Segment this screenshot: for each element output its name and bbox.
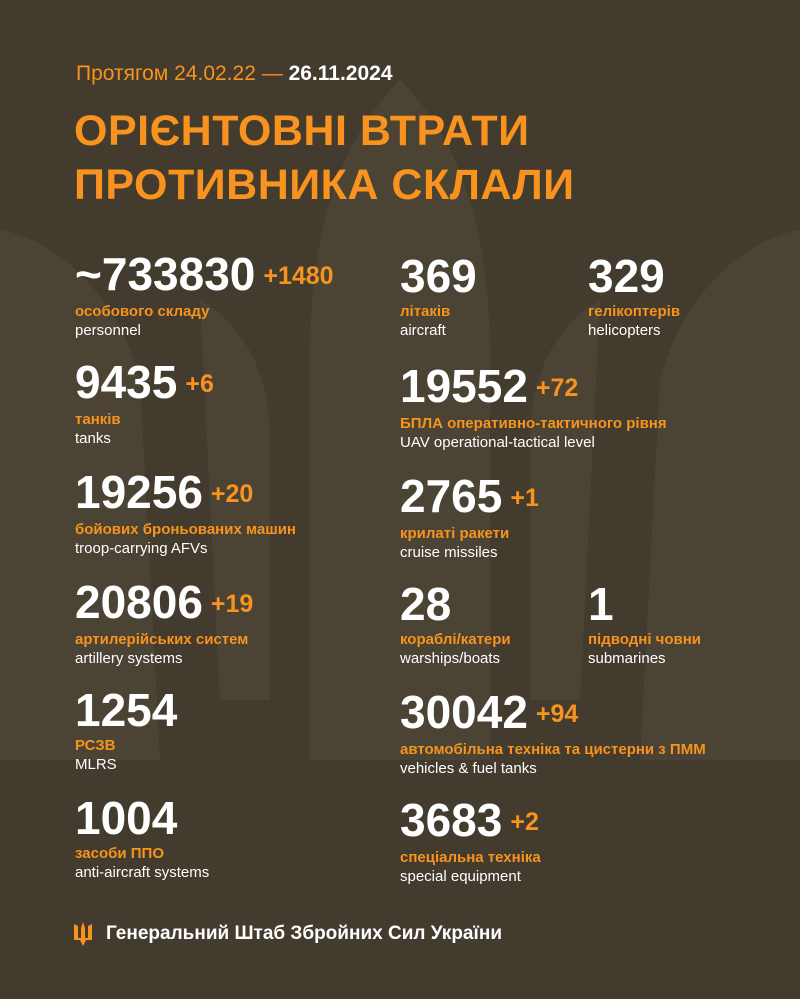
stat-value: 329 (588, 250, 665, 302)
stat-label-ua: БПЛА оперативно-тактичного рівня (400, 415, 667, 432)
stat-label-ua: автомобільна техніка та цистерни з ПММ (400, 741, 706, 758)
stat-label-en: personnel (75, 322, 141, 339)
stat-artillery-systems: 20806 +19 артилерійських систем artillery s… (75, 578, 253, 668)
stat-value: 9435 +6 (75, 356, 214, 408)
stat-label-en: artillery systems (75, 650, 183, 667)
period-date: 26.11.2024 (288, 62, 393, 85)
stat-value: 1004 (75, 792, 178, 844)
stat-label-en: troop-carrying AFVs (75, 540, 208, 557)
stat-delta: +20 (210, 480, 254, 508)
stat-personnel: ~733830 +1480 особового складу personnel (75, 250, 334, 340)
stat-label-ua: гелікоптерів (588, 303, 681, 320)
stat-label-ua: танків (75, 411, 121, 428)
stat-label-en: special equipment (400, 868, 521, 885)
stat-label-en: cruise missiles (400, 544, 498, 561)
stat-submarines: 1 підводні човни submarines (588, 580, 701, 668)
stat-delta: +1 (510, 484, 539, 512)
stat-label-ua: спеціальна техніка (400, 849, 541, 866)
stat-anti-aircraft-systems: 1004 засоби ППО anti-aircraft systems (75, 794, 209, 882)
stat-label-en: vehicles & fuel tanks (400, 760, 537, 777)
stat-delta: +2 (510, 808, 539, 836)
footer-text: Генеральний Штаб Збройних Сил України (106, 923, 502, 944)
stat-label-en: MLRS (75, 756, 117, 773)
stat-label-en: anti-aircraft systems (75, 864, 210, 881)
stat-label-ua: підводні човни (588, 631, 702, 648)
stat-value: 2765 +1 (400, 470, 539, 522)
stat-delta: +6 (185, 370, 214, 398)
stat-label-ua: літаків (400, 303, 451, 320)
stat-label-ua: особового складу (75, 303, 210, 320)
stat-label-ua: засоби ППО (75, 845, 164, 862)
page-title: ОРІЄНТОВНІ ВТРАТИ ПРОТИВНИКА СКЛАЛИ (74, 107, 575, 209)
stat-helicopters: 329 гелікоптерів helicopters (588, 252, 680, 340)
stat-value: 30042 +94 (400, 686, 579, 738)
trident-icon (74, 922, 92, 946)
stat-label-en: helicopters (588, 322, 661, 339)
stat-label-ua: артилерійських систем (75, 631, 249, 648)
stat-label-ua: бойових броньованих машин (75, 521, 296, 538)
stat-tanks: 9435 +6 танків tanks (75, 358, 214, 448)
stat-label-en: warships/boats (400, 650, 501, 667)
stat-troop-carrying-afvs: 19256 +20 бойових броньованих машин troop-c… (75, 468, 296, 558)
stat-label-en: aircraft (400, 322, 446, 339)
stat-value: 28 (400, 578, 452, 630)
stat-delta: +19 (210, 590, 254, 618)
footer: Генеральний Штаб Збройних Сил України (74, 922, 502, 946)
stat-mlrs: 1254 РСЗВ MLRS (75, 686, 177, 774)
stat-value: 20806 +19 (75, 576, 254, 628)
stat-label-ua: кораблі/катери (400, 631, 511, 648)
stat-vehicles-fuel-tanks: 30042 +94 автомобільна техніка та цистерни… (400, 688, 706, 778)
stat-delta: +1480 (263, 262, 334, 290)
stat-value: 369 (400, 250, 477, 302)
stat-value: 19256 +20 (75, 466, 254, 518)
stat-value: 3683 +2 (400, 794, 539, 846)
stat-special-equipment: 3683 +2 спеціальна техніка special equipmen… (400, 796, 541, 886)
stat-label-en: UAV operational-tactical level (400, 434, 595, 451)
stat-value: 19552 +72 (400, 360, 579, 412)
stat-label-ua: крилаті ракети (400, 525, 510, 542)
stat-value: ~733830 +1480 (75, 248, 334, 300)
stat-value: 1254 (75, 684, 178, 736)
period: Протягом 24.02.22 — 26.11.2024 (76, 62, 393, 85)
stat-label-ua: РСЗВ (75, 737, 116, 754)
stat-label-en: submarines (588, 650, 666, 667)
stat-uav-operational-tactical-level: 19552 +72 БПЛА оперативно-тактичного рівня… (400, 362, 667, 452)
stat-value: 1 (588, 578, 614, 630)
stat-label-en: tanks (75, 430, 111, 447)
stat-warships-boats: 28 кораблі/катери warships/boats (400, 580, 511, 668)
stat-delta: +72 (535, 374, 579, 402)
stat-delta: +94 (535, 700, 579, 728)
stat-cruise-missiles: 2765 +1 крилаті ракети cruise missiles (400, 472, 539, 562)
stat-aircraft: 369 літаків aircraft (400, 252, 477, 340)
